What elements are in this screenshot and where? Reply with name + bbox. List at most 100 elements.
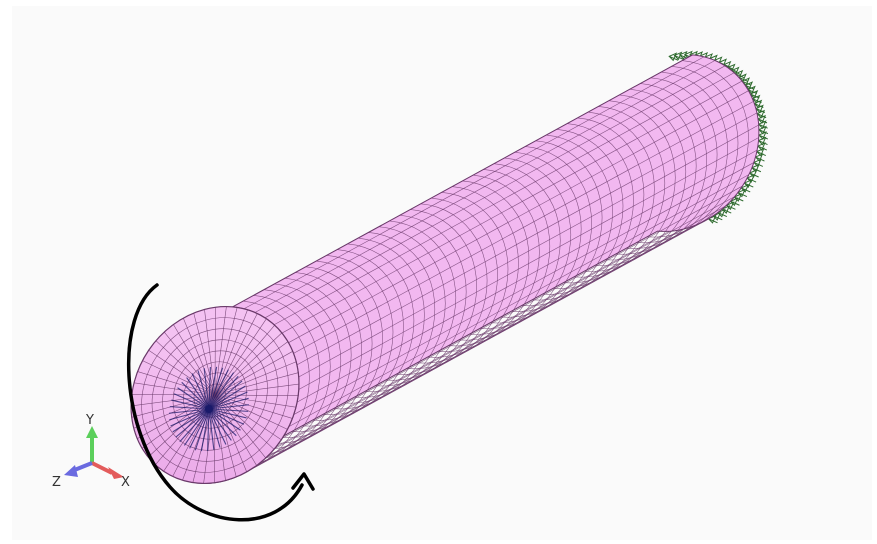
constraint-marker [752, 158, 764, 168]
face-spoke [214, 361, 297, 396]
center-spoke [173, 393, 210, 410]
center-spoke [208, 366, 211, 410]
mesh-line [636, 66, 739, 244]
center-spoke [203, 368, 210, 410]
constraint-marker [756, 142, 768, 151]
mesh-line [218, 295, 321, 473]
mesh-line [584, 94, 687, 272]
center-spoke [208, 372, 235, 410]
mesh-line [396, 197, 498, 375]
constraint-marker [729, 197, 740, 207]
center-spoke [168, 408, 210, 414]
center-spoke [183, 408, 210, 446]
face-spoke [214, 309, 248, 396]
mesh-line [291, 255, 394, 433]
mesh-line [427, 180, 530, 358]
constraint-marker [757, 120, 768, 130]
mesh-line [511, 134, 613, 312]
center-spoke [208, 366, 218, 410]
center-spoke [208, 408, 249, 412]
x-axis-label: X [121, 475, 130, 490]
mesh-line [573, 100, 676, 278]
face-spoke [214, 341, 289, 396]
z-axis-arrow [64, 461, 93, 477]
mesh-line [458, 163, 561, 341]
center-spoke [172, 408, 210, 433]
mesh-line [302, 249, 404, 427]
z-axis-label: Z [52, 475, 61, 490]
mesh-line [626, 71, 728, 249]
constraint-marker [673, 51, 684, 61]
constraint-marker [749, 90, 760, 99]
face-spoke [141, 394, 216, 449]
mesh-line [239, 283, 342, 461]
face-spoke [214, 394, 237, 477]
constraint-marker [755, 147, 766, 157]
center-spoke [169, 406, 210, 410]
mesh-line [375, 209, 478, 387]
center-spoke [208, 367, 224, 410]
mesh-line [228, 289, 331, 467]
mesh-line [448, 169, 551, 347]
mesh-line [437, 174, 540, 353]
mesh-line [417, 186, 519, 364]
center-node-dot [205, 405, 213, 413]
face-spoke [214, 306, 227, 396]
center-spoke [208, 408, 245, 425]
face-spoke [137, 371, 216, 396]
face-spoke [173, 324, 216, 396]
center-spoke [175, 408, 210, 438]
constraint-marker [751, 94, 762, 104]
mesh-line [333, 232, 436, 410]
face-spoke [204, 309, 216, 396]
mesh-line [605, 83, 708, 261]
center-spoke [208, 397, 249, 410]
center-spoke [208, 408, 221, 448]
center-spoke [208, 408, 241, 431]
mesh-line [312, 243, 415, 421]
mesh-line [615, 77, 718, 255]
constraint-marker [744, 81, 755, 91]
constraint-marker [754, 153, 765, 162]
mesh-line [281, 260, 383, 438]
constraint-marker [758, 125, 769, 135]
constraint-marker [746, 85, 758, 95]
center-spoke [208, 404, 250, 410]
constraint-marker [707, 214, 718, 224]
center-spoke [208, 385, 246, 410]
mesh-line [354, 220, 457, 398]
mesh-line [406, 192, 509, 370]
face-spoke [214, 394, 282, 440]
center-node-marker [168, 366, 250, 452]
center-spoke [200, 408, 210, 452]
curved-arrow-icon [126, 283, 315, 522]
mesh-line [270, 266, 373, 444]
constraint-marker [757, 131, 769, 140]
face-spoke [214, 332, 283, 396]
center-spoke [179, 408, 210, 443]
cylinder-end-face[interactable] [97, 274, 333, 516]
constraint-marker [668, 52, 679, 62]
center-spoke [208, 408, 237, 437]
face-spoke [214, 372, 299, 396]
center-spoke [208, 408, 232, 441]
center-spoke [169, 408, 210, 421]
face-spoke [131, 394, 216, 396]
face-spoke [214, 394, 299, 396]
mesh-line [479, 151, 582, 330]
center-spoke [208, 408, 227, 445]
mesh-line [343, 226, 446, 404]
center-spoke [191, 373, 210, 410]
center-spoke [171, 399, 210, 410]
mesh-line [552, 111, 655, 290]
y-axis-label: Y [85, 413, 94, 428]
mesh-line [249, 277, 352, 456]
center-spoke [208, 380, 243, 410]
face-spoke [214, 394, 257, 466]
center-spoke [189, 408, 210, 449]
mesh-line [542, 117, 645, 295]
center-spoke [181, 381, 210, 410]
x-axis-arrow [91, 461, 124, 479]
